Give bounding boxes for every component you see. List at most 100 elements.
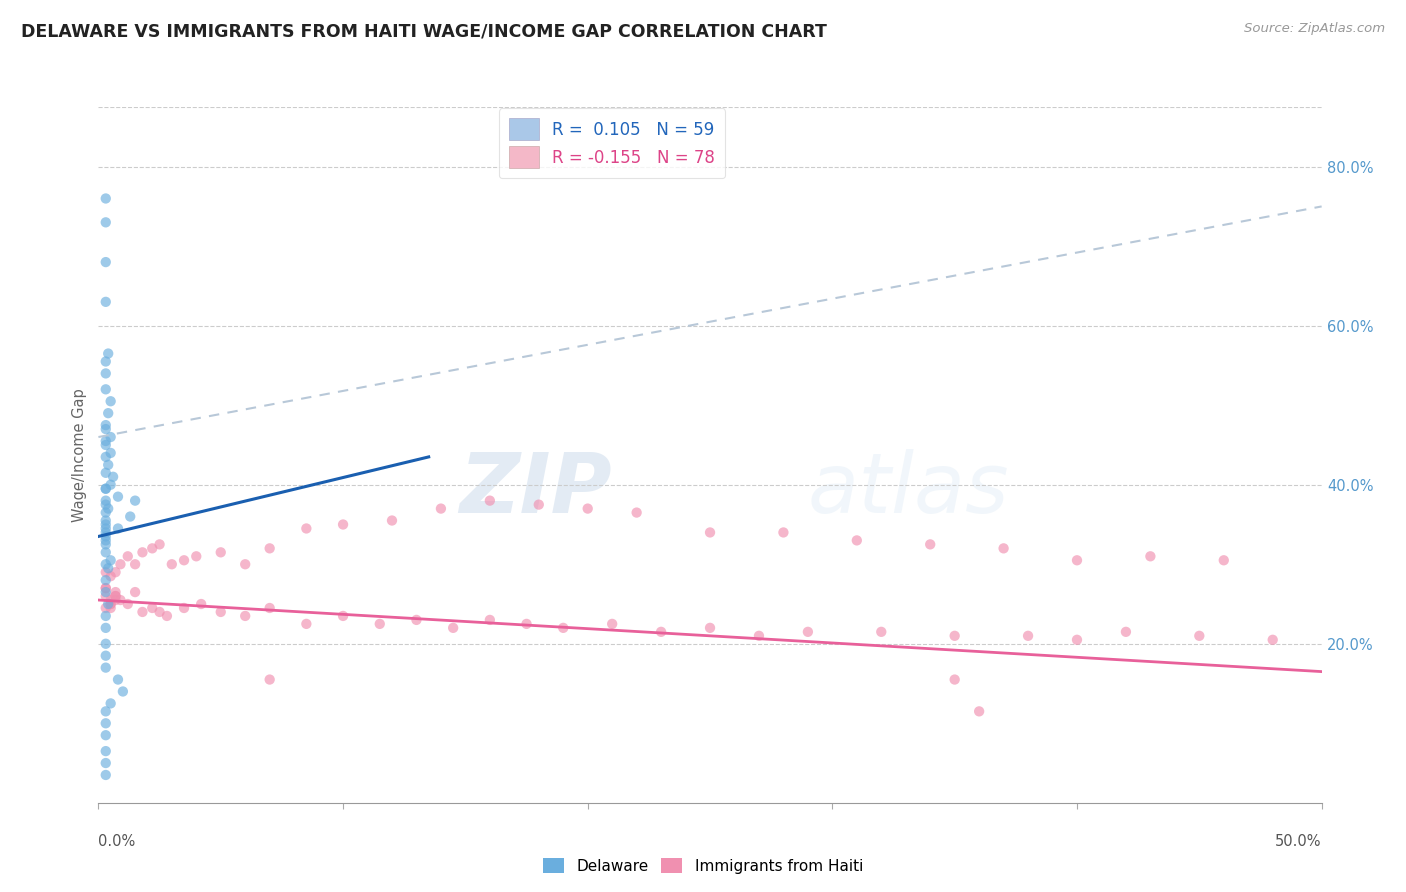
Point	[797, 624, 820, 639]
Point	[332, 517, 354, 532]
Point	[94, 438, 117, 452]
Point	[97, 597, 120, 611]
Point	[430, 501, 453, 516]
Point	[233, 558, 256, 572]
Point	[94, 621, 117, 635]
Point	[186, 549, 208, 564]
Point	[576, 501, 599, 516]
Point	[160, 558, 183, 572]
Point	[117, 597, 139, 611]
Point	[259, 673, 281, 687]
Point	[131, 545, 153, 559]
Point	[94, 466, 117, 480]
Point	[94, 255, 117, 269]
Point	[1066, 632, 1088, 647]
Point	[100, 697, 122, 711]
Point	[94, 382, 117, 396]
Point	[233, 609, 256, 624]
Point	[94, 537, 117, 551]
Point	[1017, 629, 1039, 643]
Point	[100, 430, 122, 444]
Point	[94, 521, 117, 535]
Point	[1188, 629, 1211, 643]
Point	[94, 422, 117, 436]
Point	[107, 521, 129, 535]
Point	[94, 354, 117, 368]
Y-axis label: Wage/Income Gap: Wage/Income Gap	[72, 388, 87, 522]
Point	[94, 192, 117, 206]
Point	[772, 525, 794, 540]
Point	[94, 434, 117, 448]
Point	[94, 744, 117, 758]
Point	[94, 367, 117, 381]
Point	[97, 346, 120, 360]
Point	[94, 514, 117, 528]
Point	[100, 553, 122, 567]
Point	[748, 629, 770, 643]
Point	[173, 601, 195, 615]
Point	[295, 521, 318, 535]
Point	[441, 621, 464, 635]
Point	[111, 684, 134, 698]
Point	[405, 613, 427, 627]
Point	[699, 525, 721, 540]
Point	[94, 545, 117, 559]
Point	[94, 498, 117, 512]
Point	[94, 581, 117, 595]
Point	[124, 493, 146, 508]
Point	[94, 506, 117, 520]
Point	[94, 609, 117, 624]
Point	[626, 506, 648, 520]
Point	[124, 585, 146, 599]
Point	[141, 601, 163, 615]
Point	[699, 621, 721, 635]
Point	[124, 558, 146, 572]
Text: 50.0%: 50.0%	[1275, 834, 1322, 849]
Point	[209, 545, 232, 559]
Point	[94, 525, 117, 540]
Point	[97, 561, 120, 575]
Point	[149, 537, 172, 551]
Point	[110, 558, 132, 572]
Point	[104, 565, 127, 579]
Point	[478, 613, 501, 627]
Point	[94, 529, 117, 543]
Point	[101, 470, 124, 484]
Point	[156, 609, 179, 624]
Point	[478, 493, 501, 508]
Point	[100, 597, 122, 611]
Point	[120, 509, 142, 524]
Point	[110, 593, 132, 607]
Point	[141, 541, 163, 556]
Point	[104, 593, 127, 607]
Point	[515, 616, 537, 631]
Point	[94, 482, 117, 496]
Point	[1115, 624, 1137, 639]
Point	[381, 514, 404, 528]
Point	[295, 616, 318, 631]
Point	[94, 581, 117, 595]
Point	[368, 616, 391, 631]
Point	[527, 498, 550, 512]
Text: ZIP: ZIP	[460, 450, 612, 530]
Point	[131, 605, 153, 619]
Point	[94, 704, 117, 718]
Point	[94, 482, 117, 496]
Point	[1212, 553, 1234, 567]
Point	[845, 533, 868, 548]
Point	[1066, 553, 1088, 567]
Point	[94, 294, 117, 309]
Point	[94, 601, 117, 615]
Point	[993, 541, 1015, 556]
Text: atlas: atlas	[808, 450, 1010, 530]
Point	[100, 601, 122, 615]
Point	[920, 537, 942, 551]
Point	[94, 768, 117, 782]
Point	[104, 585, 127, 599]
Point	[259, 541, 281, 556]
Point	[190, 597, 212, 611]
Point	[94, 756, 117, 770]
Text: Source: ZipAtlas.com: Source: ZipAtlas.com	[1244, 22, 1385, 36]
Point	[1139, 549, 1161, 564]
Point	[100, 446, 122, 460]
